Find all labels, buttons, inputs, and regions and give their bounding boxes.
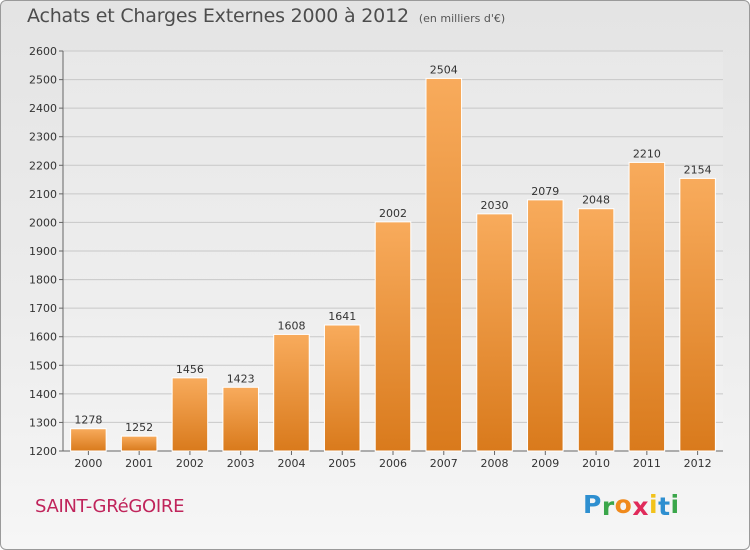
bar-2011: [628, 161, 666, 452]
data-label: 1423: [227, 372, 255, 385]
title-text: Achats et Charges Externes 2000 à 2012: [27, 5, 409, 27]
data-label: 2002: [379, 207, 407, 220]
commune-name: SAINT-GRéGOIRE: [35, 496, 185, 517]
logo-letter: o: [614, 490, 633, 519]
proxiti-logo: Proxiti: [583, 490, 680, 521]
y-tick-label: 1500: [29, 359, 57, 372]
x-tick-label: 2010: [582, 457, 610, 470]
y-tick-label: 2200: [29, 159, 57, 172]
data-label: 2030: [481, 199, 509, 212]
logo-letter: P: [583, 490, 602, 519]
chart-title: Achats et Charges Externes 2000 à 2012 (e…: [27, 5, 505, 27]
data-label: 1278: [74, 414, 102, 427]
x-tick-label: 2011: [633, 457, 661, 470]
bar-2009: [527, 199, 564, 452]
data-label: 2504: [430, 63, 458, 76]
y-tick-label: 1200: [29, 445, 57, 458]
y-tick-label: 1900: [29, 245, 57, 258]
y-tick-label: 2600: [29, 45, 57, 58]
data-label: 1641: [328, 310, 356, 323]
logo-letter: x: [632, 492, 649, 521]
y-tick-label: 1400: [29, 388, 57, 401]
data-label: 2048: [582, 194, 610, 207]
y-tick-label: 1300: [29, 416, 57, 429]
logo-letter: r: [601, 492, 615, 521]
y-tick-label: 1800: [29, 274, 57, 287]
data-label: 1252: [125, 421, 153, 434]
bar-2007: [425, 77, 463, 452]
y-tick-label: 2000: [29, 216, 57, 229]
bar-2005: [323, 324, 361, 452]
data-label: 2210: [633, 147, 661, 160]
bar-2006: [374, 221, 412, 452]
x-tick-label: 2006: [379, 457, 407, 470]
y-tick-label: 2100: [29, 188, 57, 201]
x-tick-label: 2005: [328, 457, 356, 470]
y-tick-label: 1600: [29, 331, 57, 344]
x-tick-label: 2004: [277, 457, 305, 470]
x-tick-label: 2002: [176, 457, 204, 470]
x-tick-label: 2012: [684, 457, 712, 470]
bar-2002: [171, 377, 209, 452]
bar-2012: [679, 177, 716, 452]
y-tick-label: 2400: [29, 102, 57, 115]
bar-2010: [577, 208, 615, 452]
chart-subtitle: (en milliers d'€): [418, 12, 506, 25]
data-label: 2154: [684, 163, 712, 176]
y-tick-label: 2500: [29, 74, 57, 87]
data-label: 1456: [176, 363, 204, 376]
x-tick-label: 2000: [74, 457, 102, 470]
data-label: 1608: [277, 319, 305, 332]
y-tick-label: 2300: [29, 131, 57, 144]
bar-2001: [120, 435, 158, 452]
data-label: 2079: [531, 185, 559, 198]
logo-letter: i: [670, 490, 680, 519]
x-tick-label: 2007: [430, 457, 458, 470]
bar-2004: [273, 333, 310, 452]
x-tick-label: 2003: [227, 457, 255, 470]
bar-2000: [70, 428, 107, 452]
x-tick-label: 2009: [531, 457, 559, 470]
bar-2008: [476, 213, 513, 452]
logo-letter: t: [658, 492, 671, 521]
y-tick-label: 1700: [29, 302, 57, 315]
x-tick-label: 2001: [125, 457, 153, 470]
x-tick-label: 2008: [481, 457, 509, 470]
bar-2003: [222, 386, 259, 452]
logo-letter: i: [649, 490, 659, 519]
